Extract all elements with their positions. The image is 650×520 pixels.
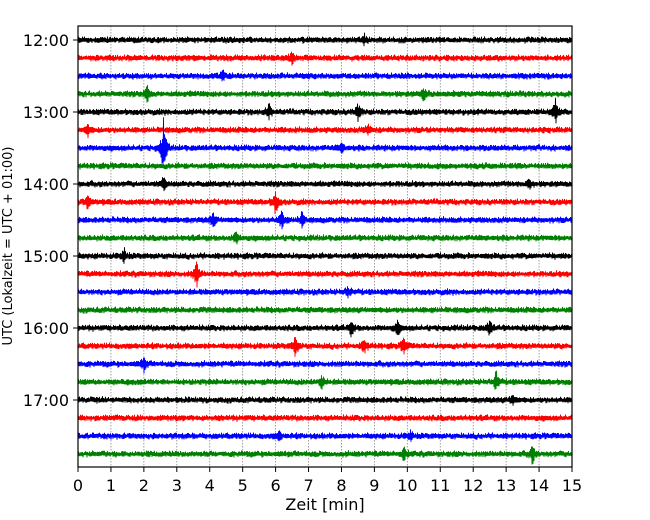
seismic-trace-9 xyxy=(77,191,573,214)
y-tick-label: 16:00 xyxy=(23,319,69,338)
seismic-trace-15 xyxy=(77,306,573,314)
x-tick-label: 8 xyxy=(336,476,346,495)
seismic-trace-6 xyxy=(77,117,573,167)
y-tick-label: 15:00 xyxy=(23,247,69,266)
y-tick-label: 14:00 xyxy=(23,175,69,194)
x-tick-label: 3 xyxy=(172,476,182,495)
seismic-trace-17 xyxy=(77,337,573,357)
seismic-trace-12 xyxy=(77,247,573,264)
x-tick-label: 2 xyxy=(139,476,149,495)
seismic-trace-4 xyxy=(77,97,573,124)
seismic-trace-10 xyxy=(77,210,573,230)
seismic-trace-18 xyxy=(77,357,573,374)
x-tick-label: 5 xyxy=(238,476,248,495)
seismic-trace-16 xyxy=(77,319,573,338)
seismic-trace-7 xyxy=(77,162,573,170)
y-axis-label: UTC (Lokalzeit = UTC + 01:00) xyxy=(1,147,16,346)
seismic-trace-1 xyxy=(77,51,573,66)
x-tick-label: 11 xyxy=(430,476,450,495)
y-tick-label: 17:00 xyxy=(23,391,69,410)
seismic-trace-0 xyxy=(77,32,573,47)
x-tick-label: 4 xyxy=(205,476,215,495)
seismic-trace-23 xyxy=(77,446,573,465)
y-tick-label: 12:00 xyxy=(23,31,69,50)
seismic-trace-20 xyxy=(77,395,573,406)
seismic-trace-19 xyxy=(77,370,573,390)
seismic-trace-11 xyxy=(77,231,573,245)
x-tick-label: 9 xyxy=(369,476,379,495)
y-tick-label: 13:00 xyxy=(23,103,69,122)
seismic-trace-2 xyxy=(77,69,573,82)
x-tick-label: 13 xyxy=(496,476,516,495)
seismic-trace-8 xyxy=(77,177,573,192)
x-tick-label: 14 xyxy=(529,476,549,495)
x-axis-label: Zeit [min] xyxy=(285,495,364,514)
seismic-trace-22 xyxy=(77,429,573,442)
seismic-trace-14 xyxy=(77,286,573,299)
x-tick-label: 15 xyxy=(562,476,582,495)
seismic-trace-21 xyxy=(77,414,573,422)
x-tick-label: 6 xyxy=(271,476,281,495)
x-tick-label: 12 xyxy=(463,476,483,495)
seismic-trace-3 xyxy=(77,84,573,103)
plot-frame xyxy=(77,25,573,468)
x-tick-label: 0 xyxy=(73,476,83,495)
x-tick-label: 1 xyxy=(106,476,116,495)
x-tick-label: 7 xyxy=(303,476,313,495)
seismic-trace-13 xyxy=(77,261,573,288)
x-tick-label: 10 xyxy=(397,476,417,495)
seismic-trace-5 xyxy=(77,123,573,139)
